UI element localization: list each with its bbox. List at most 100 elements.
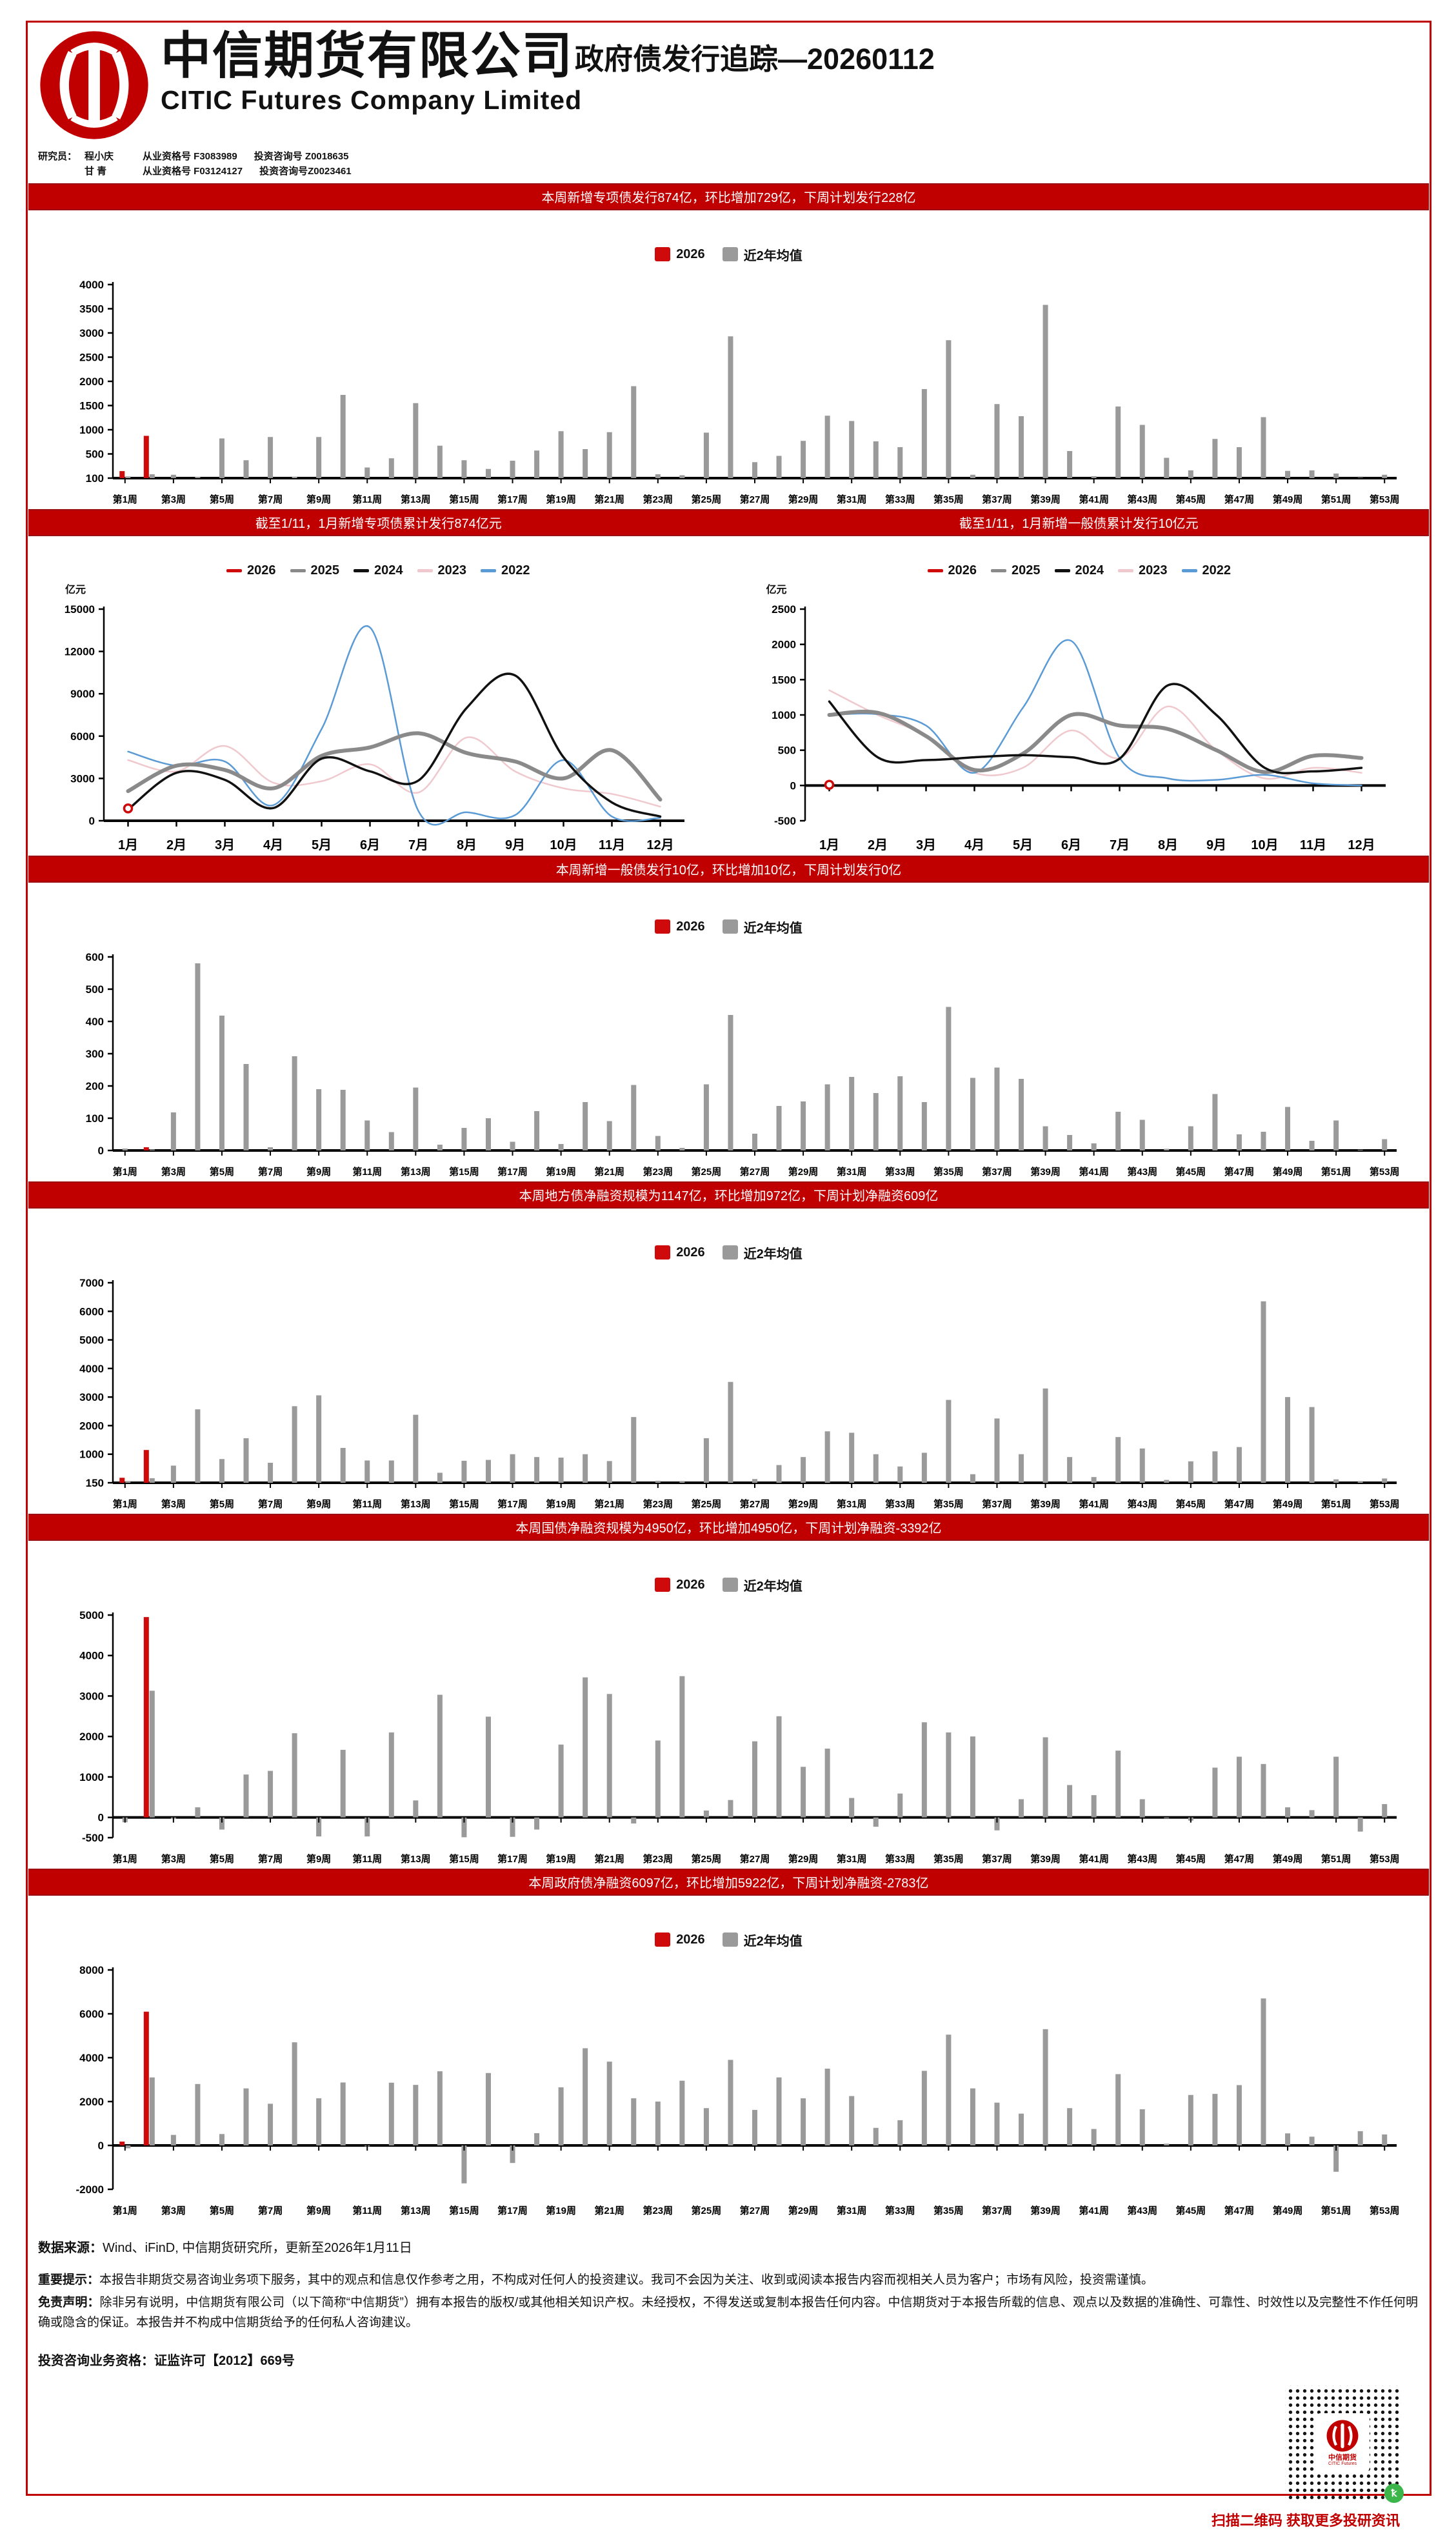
svg-text:0: 0 [97, 2140, 103, 2152]
svg-text:第9周: 第9周 [306, 1166, 330, 1178]
researcher-name: 甘 青 [85, 166, 107, 177]
svg-text:500: 500 [777, 744, 795, 756]
section-cumulative-issuance: 截至1/11，1月新增专项债累计发行874亿元 截至1/11，1月新增一般债累计… [28, 508, 1430, 856]
svg-text:第11周: 第11周 [352, 2205, 382, 2216]
chart-special-bond-weekly: 100 500 1000 1500 2000 2500 3000 3500 4000 第1周 第3周… [79, 279, 1399, 505]
legend-swatch-2026-icon [655, 1933, 671, 1947]
svg-text:第27周: 第27周 [739, 1498, 770, 1510]
data-source-label: 数据来源： [38, 2240, 103, 2255]
dual-banner: 截至1/11，1月新增专项债累计发行874亿元 截至1/11，1月新增一般债累计… [28, 508, 1429, 536]
svg-text:3000: 3000 [79, 1690, 104, 1702]
svg-text:第43周: 第43周 [1127, 1498, 1157, 1510]
legend-swatch-2026-icon [655, 1578, 671, 1592]
svg-text:第43周: 第43周 [1127, 494, 1157, 505]
svg-text:第5周: 第5周 [209, 1853, 234, 1865]
citic-seal-icon [1326, 2419, 1359, 2453]
svg-text:第53周: 第53周 [1369, 1498, 1399, 1510]
license-label: 投资咨询业务资格： [38, 2353, 154, 2368]
svg-text:第47周: 第47周 [1224, 1853, 1254, 1865]
svg-text:第51周: 第51周 [1321, 2205, 1351, 2216]
svg-text:第25周: 第25周 [691, 2205, 721, 2216]
svg-text:2500: 2500 [79, 351, 104, 363]
svg-text:第37周: 第37周 [982, 1166, 1012, 1178]
important-notice: 重要提示：本报告非期货交易咨询业务项下服务，其中的观点和信息仅作参考之用，不构成… [38, 2270, 1418, 2290]
svg-text:第11周: 第11周 [352, 1498, 382, 1510]
legend-label: 2023 [437, 563, 467, 577]
svg-text:第19周: 第19周 [546, 2205, 576, 2216]
svg-text:第37周: 第37周 [982, 1498, 1012, 1510]
qr-code: 中信期货 CITIC Futures ꝁ [1285, 2385, 1404, 2503]
svg-text:11月: 11月 [1300, 838, 1326, 852]
license-line: 投资咨询业务资格：证监许可【2012】669号 [38, 2350, 1418, 2369]
svg-text:4月: 4月 [964, 838, 984, 852]
section-banner: 本周国债净融资规模为4950亿，环比增加4950亿，下周计划净融资-3392亿 [28, 1513, 1429, 1541]
section-special-bond-weekly: 本周新增专项债发行874亿，环比增加729亿，下周计划发行228亿 2026 近… [28, 183, 1430, 509]
svg-text:第53周: 第53周 [1369, 494, 1399, 505]
svg-text:3500: 3500 [79, 303, 104, 315]
svg-text:第7周: 第7周 [257, 1853, 282, 1865]
svg-text:1000: 1000 [79, 424, 104, 436]
line-legend: 2026 2025 2024 2023 2022 [729, 563, 1430, 578]
section-banner: 本周地方债净融资规模为1147亿，环比增加972亿，下周计划净融资609亿 [28, 1181, 1429, 1209]
researcher-advisory: 投资咨询号 Z0018635 [254, 151, 349, 162]
svg-text:7000: 7000 [79, 1277, 104, 1289]
svg-text:第1周: 第1周 [112, 2205, 137, 2216]
svg-text:第45周: 第45周 [1175, 2205, 1206, 2216]
svg-text:5月: 5月 [1013, 838, 1033, 852]
svg-text:第49周: 第49周 [1272, 1166, 1302, 1178]
svg-text:第9周: 第9周 [306, 494, 330, 505]
svg-text:1月: 1月 [118, 838, 138, 852]
svg-text:第31周: 第31周 [836, 1498, 866, 1510]
banner-general-cumulative: 截至1/11，1月新增一般债累计发行10亿元 [959, 516, 1199, 531]
svg-text:第11周: 第11周 [352, 1166, 382, 1178]
legend-dash-2025-icon [991, 568, 1006, 572]
svg-text:第41周: 第41周 [1079, 494, 1109, 505]
section-banner: 本周新增一般债发行10亿，环比增加10亿，下周计划发行0亿 [28, 855, 1429, 883]
svg-text:第29周: 第29周 [788, 1498, 818, 1510]
svg-text:0: 0 [89, 815, 95, 827]
svg-text:第23周: 第23周 [643, 1166, 673, 1178]
svg-text:3000: 3000 [79, 1391, 104, 1403]
svg-text:第39周: 第39周 [1030, 494, 1061, 505]
svg-text:第29周: 第29周 [788, 1166, 818, 1178]
legend-label: 2026 [247, 563, 276, 577]
svg-text:第23周: 第23周 [643, 2205, 673, 2216]
svg-text:第41周: 第41周 [1079, 1498, 1109, 1510]
svg-text:11月: 11月 [599, 838, 625, 852]
svg-text:4000: 4000 [79, 1362, 104, 1374]
report-frame: 中信期货有限公司 政府债发行追踪—20260112 CITIC Futures … [26, 21, 1431, 2529]
legend-label: 2024 [1075, 563, 1104, 577]
important-notice-text: 本报告非期货交易咨询业务项下服务，其中的观点和信息仅作参考之用，不构成对任何人的… [99, 2273, 1154, 2287]
section-treasury-net-financing: 本周国债净融资规模为4950亿，环比增加4950亿，下周计划净融资-3392亿 … [28, 1513, 1430, 1869]
svg-text:第53周: 第53周 [1369, 1853, 1399, 1865]
svg-text:2月: 2月 [868, 838, 888, 852]
svg-text:第23周: 第23周 [643, 1853, 673, 1865]
svg-text:第47周: 第47周 [1224, 1166, 1254, 1178]
license-text: 证监许可【2012】669号 [154, 2353, 295, 2368]
researcher-row: 甘 青 从业资格号 F03124127 投资咨询号Z0023461 [38, 164, 1430, 179]
legend-swatch-2026-icon [655, 247, 671, 261]
svg-text:第39周: 第39周 [1030, 1853, 1061, 1865]
chart-treasury-net-financing: -500 0 1000 2000 3000 4000 5000 第1周 第3周 第5周 第7周 第9周… [79, 1609, 1399, 1865]
svg-text:-2000: -2000 [75, 2184, 103, 2196]
legend-label-2026: 2026 [676, 1932, 705, 1947]
researcher-info: 研究员： 程小庆 从业资格号 F3083989 投资咨询号 Z0018635 甘… [28, 143, 1430, 183]
legend-label-2026: 2026 [676, 919, 705, 934]
qr-center-logo: 中信期货 CITIC Futures [1315, 2413, 1370, 2473]
svg-text:-500: -500 [774, 815, 796, 827]
svg-text:3月: 3月 [215, 838, 235, 852]
svg-text:1500: 1500 [79, 399, 104, 412]
svg-text:第33周: 第33周 [884, 494, 915, 505]
svg-text:第45周: 第45周 [1175, 494, 1206, 505]
svg-text:第33周: 第33周 [884, 1853, 915, 1865]
legend-dash-2025-icon [290, 568, 306, 572]
svg-text:9月: 9月 [1206, 838, 1226, 852]
legend-label-2026: 2026 [676, 1245, 705, 1260]
svg-text:9000: 9000 [70, 688, 95, 700]
bar-legend: 2026 近2年均值 [28, 1931, 1430, 1949]
svg-text:第33周: 第33周 [884, 1166, 915, 1178]
svg-text:第49周: 第49周 [1272, 494, 1302, 505]
legend-dash-2026-icon [226, 568, 242, 572]
qr-logo-text-en: CITIC Futures [1328, 2461, 1357, 2466]
